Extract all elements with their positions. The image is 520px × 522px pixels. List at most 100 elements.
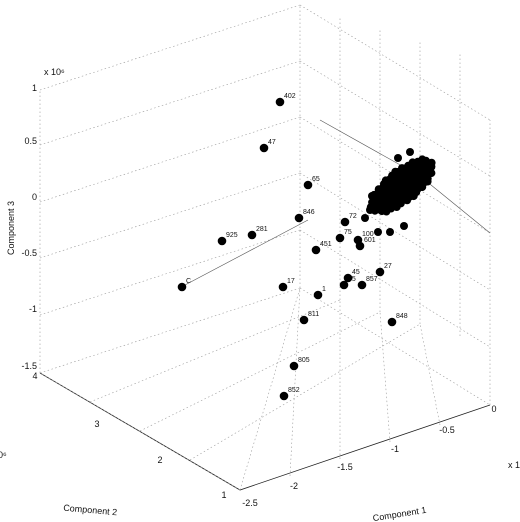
point-label: 925: [226, 232, 238, 239]
cluster-point: [394, 154, 402, 162]
data-point: 402: [275, 93, 296, 107]
point-label: 27: [384, 263, 392, 270]
point-label: 848: [396, 313, 408, 320]
cluster-point: [386, 228, 394, 236]
point-label: 811: [308, 311, 319, 318]
point-label: 65: [312, 176, 320, 183]
point-marker: [217, 236, 227, 246]
point-marker: [177, 282, 187, 292]
point-marker: [355, 241, 365, 251]
data-point: 45: [343, 269, 360, 283]
cluster-point: [392, 203, 401, 211]
point-marker: [343, 273, 353, 283]
x-tick-label: -0.5: [439, 425, 455, 435]
point-marker: [357, 280, 367, 290]
data-point: 846: [294, 209, 315, 223]
point-marker: [289, 361, 299, 371]
point-label: 402: [284, 93, 296, 100]
point-label: 45: [352, 269, 360, 276]
data-point: 811: [299, 311, 319, 325]
point-marker: [275, 97, 285, 107]
cluster-point: [381, 176, 390, 185]
point-label: 852: [288, 387, 300, 394]
point-label: 857: [366, 276, 378, 283]
z-tick-label: 0: [32, 192, 37, 202]
point-marker: [259, 143, 269, 153]
cluster-point: [403, 196, 412, 205]
cluster-point: [366, 206, 374, 214]
cluster-point: [423, 177, 432, 186]
point-label: 72: [349, 213, 357, 220]
x-tick-label: -1: [391, 444, 399, 454]
point-marker: [340, 217, 350, 227]
point-marker: [294, 213, 304, 223]
point-label: 846: [303, 209, 315, 216]
z-tick-label: -0.5: [21, 248, 37, 258]
labeled-points: 40247C9252811784684880585281145116575854…: [177, 93, 408, 401]
cluster-point: [382, 207, 391, 216]
axes-grid: [39, 4, 491, 491]
z-tick-label: 1: [32, 83, 37, 93]
point-cluster: [361, 148, 436, 236]
x-axis-label: Component 1: [372, 505, 427, 522]
point-marker: [247, 230, 257, 240]
y-tick-label: 4: [32, 371, 37, 381]
point-label: 281: [256, 226, 268, 233]
data-point: 451: [311, 241, 332, 255]
axis-labels: Component 3 Component 1 Component 2 x 10⁶ x …: [0, 67, 520, 522]
point-label: 100: [362, 231, 374, 238]
point-label: C: [186, 278, 191, 285]
data-point: 857: [357, 276, 378, 290]
data-point: 65: [303, 176, 320, 190]
point-label: 451: [320, 241, 332, 248]
y-exponent-label: x 10⁶: [0, 450, 7, 460]
cluster-point: [374, 185, 383, 194]
data-point: 75: [335, 229, 352, 243]
x-exponent-label: x 10⁶: [508, 460, 520, 470]
y-axis-label: Component 2: [63, 503, 118, 518]
data-point: 601: [355, 237, 376, 251]
data-point: 17: [278, 278, 295, 292]
point-label: 75: [344, 229, 352, 236]
z-exponent-label: x 10⁶: [44, 67, 65, 77]
point-marker: [375, 267, 385, 277]
data-point: 925: [217, 232, 238, 246]
data-point: 805: [289, 357, 310, 371]
point-marker: [387, 317, 397, 327]
y-tick-label: 2: [157, 455, 162, 465]
x-tick-label: -2.5: [242, 498, 258, 508]
data-point: C: [177, 278, 191, 292]
z-tick-label: -1: [29, 304, 37, 314]
y-tick-label: 1: [221, 490, 226, 500]
cluster-point: [418, 183, 427, 192]
x-tick-label: -1.5: [337, 462, 353, 472]
cluster-point: [368, 192, 376, 200]
point-marker: [335, 233, 345, 243]
point-marker: [278, 282, 288, 292]
x-tick-label: -2: [290, 481, 298, 491]
data-point: 72: [340, 213, 357, 227]
cluster-point: [427, 158, 436, 167]
data-point: 1: [313, 286, 326, 300]
point-label: 47: [268, 139, 276, 146]
z-tick-label: 0.5: [24, 136, 37, 146]
x-tick-label: 0: [491, 404, 496, 414]
cluster-point: [427, 169, 436, 178]
cluster-point: [409, 192, 418, 201]
point-marker: [303, 180, 313, 190]
point-marker: [279, 391, 289, 401]
cluster-point: [361, 214, 369, 222]
data-point: 848: [387, 313, 408, 327]
cluster-point: [406, 148, 414, 156]
cluster-point: [400, 222, 408, 230]
point-marker: [339, 280, 349, 290]
data-point: 27: [375, 263, 392, 277]
point-label: 1: [322, 286, 326, 293]
point-marker: [299, 315, 309, 325]
data-point: 281: [247, 226, 268, 240]
data-point: 47: [259, 139, 276, 153]
point-marker: [313, 290, 323, 300]
z-tick-label: -1.5: [21, 361, 37, 371]
point-label: 601: [364, 237, 376, 244]
data-point: 852: [279, 387, 300, 401]
